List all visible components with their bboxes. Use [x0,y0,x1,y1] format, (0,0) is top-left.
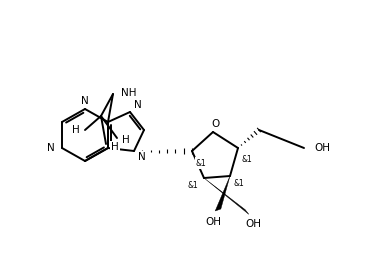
Text: OH: OH [205,217,221,227]
Text: OH: OH [245,219,261,229]
Text: O: O [211,119,219,129]
Text: N: N [47,143,55,153]
Polygon shape [215,176,230,211]
Text: OH: OH [314,143,330,153]
Text: N: N [138,152,146,162]
Text: &1: &1 [234,179,245,188]
Text: N: N [81,96,89,106]
Text: H: H [122,135,130,145]
Text: &1: &1 [187,182,198,190]
Text: &1: &1 [196,159,207,167]
Text: H: H [72,125,80,135]
Text: H: H [111,142,119,152]
Text: N: N [134,100,142,110]
Text: &1: &1 [242,155,253,163]
Polygon shape [204,178,249,214]
Text: NH: NH [121,88,137,98]
